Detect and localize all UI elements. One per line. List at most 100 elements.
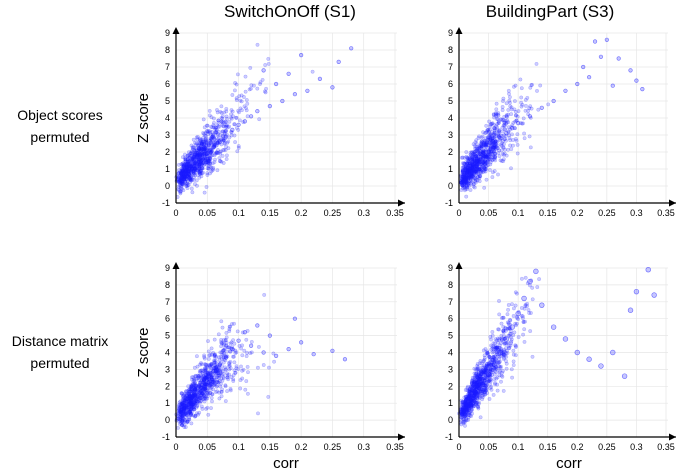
data-point-0	[462, 412, 468, 418]
data-point-4	[486, 149, 491, 155]
data-point-9	[236, 338, 241, 343]
y-tick-label: 4	[165, 348, 170, 358]
y-tick-label: 1	[448, 164, 453, 174]
data-point-18	[342, 357, 348, 362]
data-point-4	[485, 371, 492, 378]
y-tick-label: 8	[165, 280, 170, 290]
x-tick-label: 0.1	[232, 442, 245, 452]
data-point-24	[610, 83, 615, 88]
y-tick-label: 7	[448, 297, 453, 307]
y-tick-label: 3	[165, 130, 170, 140]
x-tick-label: 0.2	[295, 442, 308, 452]
data-point-23	[274, 81, 279, 87]
column-title-right: BuildingPart (S3)	[485, 2, 615, 21]
y-axis-arrow	[172, 27, 180, 34]
data-point-8	[510, 126, 515, 131]
x-tick-label: 0.3	[630, 442, 643, 452]
y-tick-label: 5	[165, 331, 170, 341]
y-tick-label: 0	[448, 415, 453, 425]
y-tick-label: 9	[165, 28, 170, 38]
y-tick-label: 2	[165, 147, 170, 157]
y-tick-label: 0	[165, 181, 170, 191]
row-label-bottom-line2: permuted	[30, 355, 90, 371]
data-point-5	[492, 143, 497, 148]
data-point-8	[230, 127, 235, 132]
data-point-9	[515, 310, 521, 317]
data-point-6	[498, 136, 503, 141]
x-tick-label: 0.1	[512, 208, 525, 218]
data-point-14	[286, 347, 291, 352]
data-point-2	[474, 392, 480, 398]
data-point-3	[479, 381, 486, 388]
data-point-10	[242, 330, 247, 335]
x-axis-label: corr	[556, 455, 582, 470]
x-tick-label: 0.3	[630, 208, 643, 218]
x-tick-label: 0.2	[295, 208, 308, 218]
data-point-17	[317, 76, 323, 81]
data-point-18	[616, 56, 621, 61]
data-point-22	[261, 68, 266, 73]
x-tick-label: 0	[456, 442, 461, 452]
data-point-24	[621, 373, 628, 379]
row-label-bottom-line1: Distance matrix	[11, 333, 109, 349]
y-tick-label: 6	[448, 314, 453, 324]
scatter-panel-top-left: 0 0.05 0.1 0.15 0.2 0.25 0.3 0.35-10123456789Z …	[135, 27, 405, 218]
x-tick-label: 0.25	[324, 442, 342, 452]
y-tick-label: 2	[448, 381, 453, 391]
y-tick-label: 5	[448, 331, 453, 341]
x-tick-label: 0.3	[357, 442, 370, 452]
y-tick-label: 5	[165, 96, 170, 106]
x-tick-label: 0.35	[657, 208, 675, 218]
data-point-1	[468, 402, 474, 408]
x-axis-arrow	[669, 199, 676, 207]
data-point-18	[598, 363, 604, 369]
x-tick-label: 0.05	[480, 208, 498, 218]
y-tick-label: 7	[165, 62, 170, 72]
y-tick-label: -1	[162, 432, 170, 442]
x-tick-label: 0.15	[261, 208, 279, 218]
data-point-5	[211, 144, 216, 149]
row-label-top-line1: Object scores	[17, 107, 103, 123]
data-point-20	[255, 323, 260, 328]
data-point-3	[198, 385, 204, 391]
data-point-10	[242, 119, 247, 124]
x-tick-label: 0.15	[539, 442, 557, 452]
data-point-23	[651, 292, 657, 298]
y-axis-arrow	[455, 262, 463, 269]
y-tick-label: -1	[445, 198, 453, 208]
data-point-24	[286, 71, 291, 76]
y-tick-label: 9	[448, 28, 453, 38]
x-tick-label: 0.05	[480, 442, 498, 452]
data-point-16	[574, 349, 580, 356]
x-tick-label: 0.25	[598, 442, 616, 452]
y-tick-label: 1	[165, 164, 170, 174]
data-point-14	[550, 324, 557, 330]
x-tick-label: 0.3	[357, 208, 370, 218]
data-point-5	[491, 361, 498, 368]
data-point-21	[633, 288, 640, 295]
data-point-13	[267, 103, 272, 109]
x-tick-label: 0.15	[261, 442, 279, 452]
data-point-13	[563, 88, 568, 93]
x-tick-label: 0.35	[657, 442, 675, 452]
data-point-13	[274, 353, 279, 358]
data-point-17	[330, 348, 335, 353]
y-tick-label: 9	[448, 263, 453, 273]
data-point-11	[527, 278, 533, 285]
data-point-0	[180, 411, 185, 416]
data-point-21	[640, 86, 645, 92]
y-axis-arrow	[172, 262, 180, 269]
x-axis-arrow	[669, 433, 676, 441]
data-point-14	[280, 98, 285, 104]
y-axis-label: Z score	[135, 93, 152, 143]
data-point-9	[236, 122, 241, 127]
y-tick-label: 5	[448, 96, 453, 106]
scatter-panel-bottom-right: 0 0.05 0.1 0.15 0.2 0.25 0.3 0.35-10123456789co…	[445, 262, 676, 470]
data-point-11	[539, 105, 544, 110]
data-point-8	[509, 324, 515, 330]
data-point-23	[598, 54, 604, 59]
data-point-12	[551, 98, 556, 104]
y-tick-label: 3	[448, 130, 453, 140]
data-point-22	[645, 266, 651, 273]
